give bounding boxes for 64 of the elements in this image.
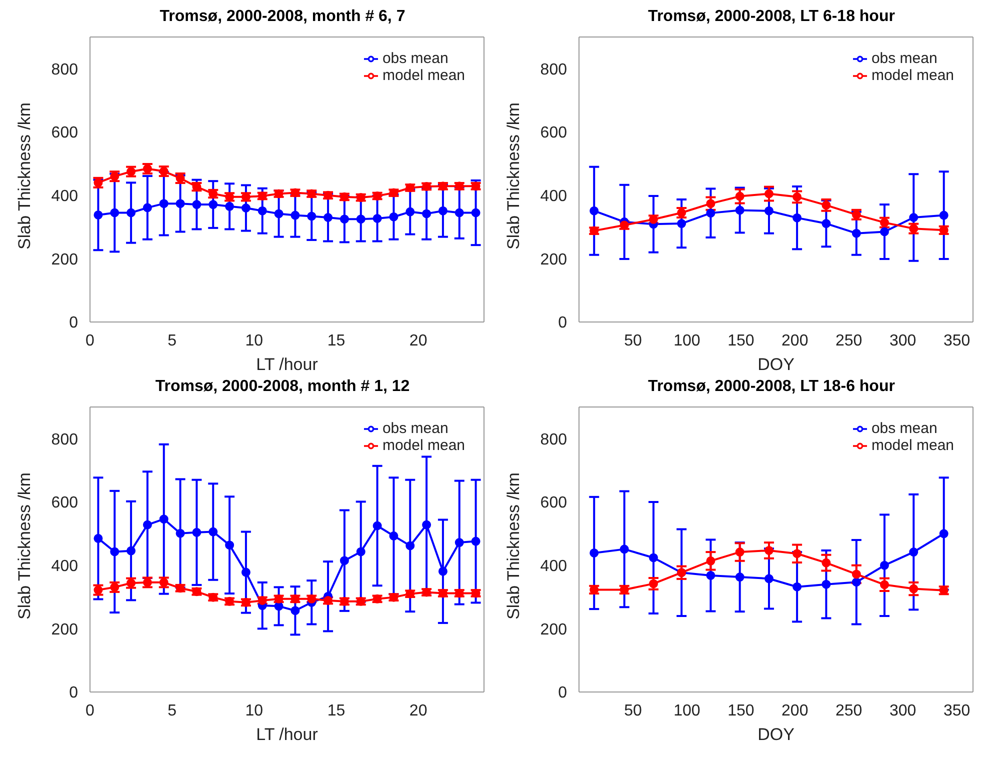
x-tick-label: 250 [836, 702, 862, 720]
x-tick-label: 5 [168, 332, 177, 350]
x-tick-label: 250 [836, 332, 862, 350]
y-tick-label: 800 [51, 431, 78, 448]
y-tick-label: 0 [558, 684, 568, 702]
legend-label: model mean [382, 67, 465, 84]
x-tick-label: 150 [728, 332, 754, 350]
x-tick-label: 100 [674, 702, 700, 720]
legend-label: obs mean [871, 420, 938, 437]
chart-title: Tromsø, 2000-2008, month # 1, 12 [154, 378, 411, 397]
y-tick-label: 200 [540, 251, 568, 268]
legend-label: model mean [382, 437, 465, 454]
legend-label: obs mean [382, 50, 448, 67]
y-tick-label: 400 [51, 188, 78, 206]
y-axis-title: Slab Thickness /km [504, 472, 524, 620]
x-axis-title: LT /hour [256, 355, 318, 374]
x-tick-label: 0 [86, 702, 95, 720]
y-tick-label: 600 [51, 494, 78, 512]
chart-title: Tromsø, 2000-2008, LT 6-18 hour [647, 8, 896, 27]
y-tick-label: 800 [540, 61, 568, 78]
x-tick-label: 5 [168, 702, 177, 720]
x-tick-label: 100 [674, 332, 700, 350]
x-tick-label: 20 [409, 332, 428, 350]
x-tick-label: 350 [943, 332, 970, 350]
y-tick-label: 800 [51, 61, 78, 78]
y-axis-title: Slab Thickness /km [15, 472, 34, 620]
x-axis-title: LT /hour [256, 725, 318, 744]
y-tick-label: 400 [540, 558, 568, 576]
legend-label: obs mean [871, 50, 938, 67]
legend-label: model mean [871, 437, 954, 454]
chart-title: Tromsø, 2000-2008, month # 6, 7 [158, 8, 406, 27]
x-tick-label: 15 [327, 702, 346, 720]
chart-title: Tromsø, 2000-2008, LT 18-6 hour [647, 378, 896, 397]
y-tick-label: 600 [540, 494, 568, 512]
x-axis-title: DOY [758, 355, 794, 374]
x-tick-label: 0 [86, 332, 95, 350]
y-tick-label: 200 [51, 621, 78, 638]
x-tick-label: 150 [728, 702, 754, 720]
x-tick-label: 200 [782, 332, 808, 350]
y-tick-label: 600 [51, 124, 78, 142]
y-tick-label: 0 [558, 314, 568, 332]
y-tick-label: 0 [69, 314, 78, 332]
x-tick-label: 15 [327, 332, 346, 350]
x-tick-label: 20 [409, 702, 428, 720]
x-axis-title: DOY [758, 725, 794, 744]
x-tick-label: 50 [624, 332, 642, 350]
y-tick-label: 800 [540, 431, 568, 448]
y-tick-label: 600 [540, 124, 568, 142]
x-tick-label: 50 [624, 702, 642, 720]
legend-label: model mean [871, 67, 954, 84]
y-tick-label: 400 [51, 558, 78, 576]
y-axis-title: Slab Thickness /km [504, 102, 524, 250]
x-tick-label: 300 [889, 702, 916, 720]
y-tick-label: 0 [69, 684, 78, 702]
y-tick-label: 200 [51, 251, 78, 268]
y-tick-label: 400 [540, 188, 568, 206]
x-tick-label: 200 [782, 702, 808, 720]
x-tick-label: 10 [245, 332, 264, 350]
x-tick-label: 350 [943, 702, 970, 720]
legend-label: obs mean [382, 420, 448, 437]
y-tick-label: 200 [540, 621, 568, 638]
y-axis-title: Slab Thickness /km [15, 102, 34, 250]
x-tick-label: 300 [889, 332, 916, 350]
x-tick-label: 10 [245, 702, 264, 720]
